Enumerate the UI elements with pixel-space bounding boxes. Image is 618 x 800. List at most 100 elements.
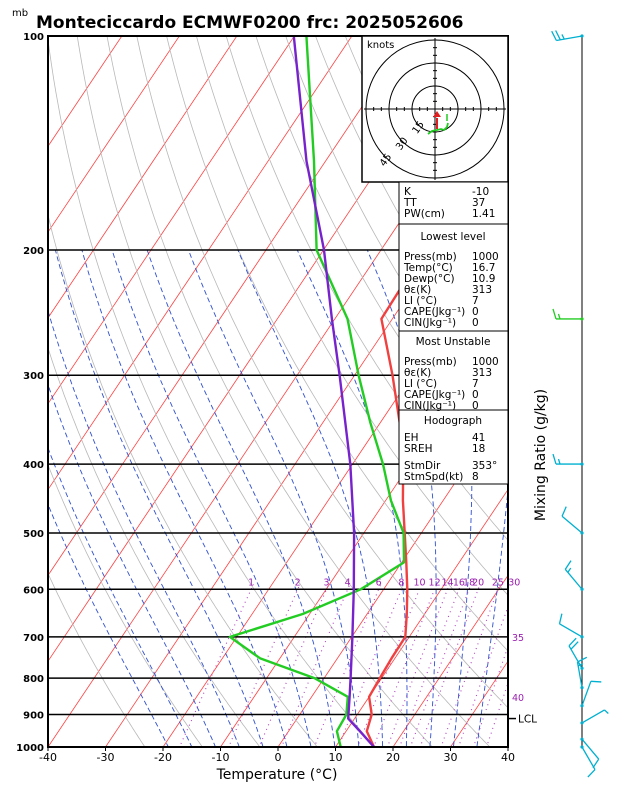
barb-flag (561, 506, 567, 517)
barb-dot (580, 462, 584, 466)
barb-dot (580, 531, 584, 535)
pressure-tick-label: 600 (23, 585, 44, 596)
index-value: -10 (472, 186, 489, 198)
barb-flag (561, 34, 565, 40)
pressure-tick-label: 1000 (16, 743, 44, 754)
dry-adiabat-line (48, 36, 376, 747)
indices-table: K -10 TT 37 PW(cm) 1.41 Lowest level Press(mb) 1… (398, 181, 509, 485)
barb-flag (604, 709, 609, 714)
temperature-tick-label: -30 (97, 751, 115, 764)
barb-staff (581, 681, 592, 706)
dry-adiabat-line (166, 36, 508, 652)
mixing-ratio-line (337, 583, 405, 747)
hodograph-unit-label: knots (367, 40, 394, 51)
index-name: SREH (404, 443, 433, 455)
pressure-tick-label: 900 (23, 710, 44, 721)
barb-flag (577, 663, 584, 667)
index-value: 1000 (472, 356, 499, 368)
index-name: CIN(Jkg⁻¹) (404, 400, 456, 412)
mixing-ratio-line (399, 583, 462, 747)
wind-barbs (551, 30, 609, 778)
moist-adiabat-line (237, 249, 384, 747)
mixing-ratio-line (373, 583, 438, 747)
dry-adiabat-line (48, 213, 318, 747)
index-value: 1.41 (472, 208, 495, 220)
barb-dot (580, 721, 584, 725)
barb-dot (580, 737, 584, 741)
temperature-tick-label: 10 (329, 751, 343, 764)
mixing-ratio-label: 12 (429, 577, 441, 588)
dry-adiabat-line (48, 464, 203, 747)
moist-adiabat-line (48, 503, 169, 747)
wind-barb (552, 453, 584, 466)
index-value: 7 (472, 378, 479, 390)
barb-flag (570, 641, 579, 650)
mixing-ratio-label: 35 (512, 633, 524, 644)
index-value: 313 (472, 284, 492, 296)
wind-barb (568, 637, 584, 670)
temperature-tick-label: -20 (154, 751, 172, 764)
index-value: 0 (472, 306, 479, 318)
index-value: 37 (472, 197, 485, 209)
isotherm-line (48, 36, 295, 405)
isotherm-line (335, 488, 508, 747)
barb-dot (580, 685, 584, 690)
wind-barb (558, 613, 584, 639)
wind-barb (580, 709, 609, 725)
isobar-lines (48, 36, 508, 747)
lcl-label: LCL (518, 714, 537, 726)
index-name: EH (404, 432, 419, 444)
temperature-tick-label: 40 (501, 751, 515, 764)
mixing-ratio-line (386, 583, 451, 747)
barb-flag (592, 758, 600, 769)
dry-adiabat-line (255, 36, 508, 487)
barb-flag (552, 453, 557, 465)
pressure-tick-label: 700 (23, 633, 44, 644)
index-name: PW(cm) (404, 208, 445, 220)
index-value: 16.7 (472, 262, 495, 274)
barb-flag (567, 567, 572, 573)
mixing-ratio-line (458, 604, 508, 747)
index-value: 41 (472, 432, 485, 444)
index-name: Press(mb) (404, 356, 457, 368)
index-value: 0 (472, 317, 479, 329)
index-name: Press(mb) (404, 251, 457, 263)
mixing-ratio-label: 25 (492, 577, 504, 588)
dry-adiabat-line (225, 36, 508, 541)
isotherm-line (48, 36, 123, 147)
barb-flag (568, 637, 577, 647)
barb-dot (580, 34, 584, 38)
mixing-ratio-line (228, 583, 301, 747)
profile-lines (228, 36, 508, 747)
pressure-tick-label: 100 (23, 32, 44, 43)
mixing-ratio-label: 20 (472, 577, 484, 588)
dry-adiabat-line (574, 20, 618, 762)
isotherm-line (105, 145, 508, 747)
index-name: StmSpd(kt) (404, 471, 463, 483)
dry-adiabat-line (76, 36, 433, 747)
mixing-ratio-line (258, 583, 330, 747)
dry-adiabat-line (603, 20, 618, 762)
isotherm-line (48, 36, 353, 491)
barb-staff (576, 661, 583, 688)
index-name: θε(K) (404, 284, 431, 296)
index-name: θε(K) (404, 367, 431, 379)
mixing-ratio-label: 6 (376, 577, 382, 588)
moist-adiabat-line (296, 249, 408, 747)
mixing-ratio-line (440, 583, 501, 747)
temperature-tick-label: -10 (212, 751, 230, 764)
barb-staff (581, 738, 600, 760)
temperature-tick-label: -40 (39, 751, 57, 764)
barb-dot (580, 704, 584, 708)
barb-flag (551, 30, 557, 41)
temperature-tick-label: 0 (275, 751, 282, 764)
barb-flag (577, 656, 588, 663)
barb-flag (552, 308, 557, 320)
hodograph-trace (427, 111, 449, 135)
index-name: TT (403, 197, 417, 209)
section-title: Hodograph (424, 415, 482, 427)
barb-dot (580, 745, 584, 749)
wind-barb (551, 30, 584, 42)
